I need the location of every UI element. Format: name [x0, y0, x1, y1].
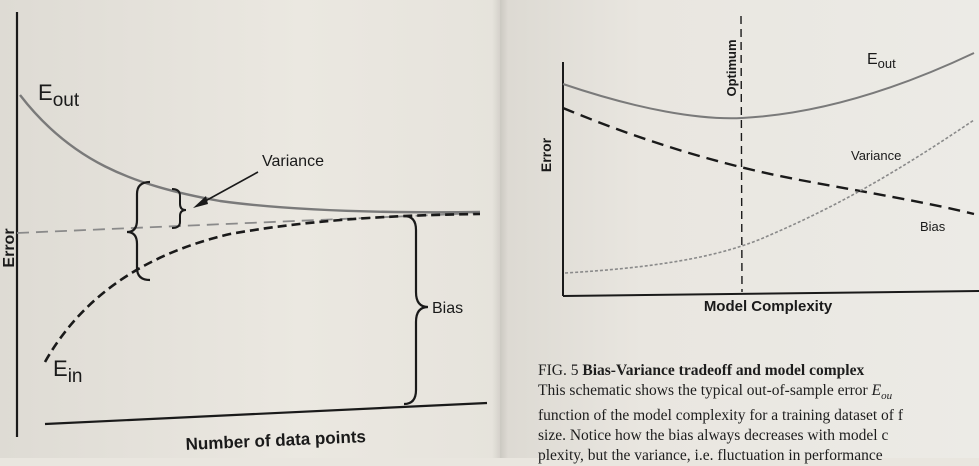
left-variance-arrowhead	[193, 196, 208, 208]
right-optimum-label: Optimum	[724, 39, 739, 96]
left-x-axis	[44, 401, 488, 426]
right-page	[500, 0, 979, 458]
left-y-axis-label: Error	[1, 228, 18, 267]
right-optimum-line	[740, 15, 743, 293]
caption-title: Bias-Variance tradeoff and model complex	[582, 362, 865, 379]
left-variance-label: Variance	[262, 153, 324, 170]
caption-line-4: size. Notice how the bias always decreas…	[538, 427, 889, 445]
right-variance-label: Variance	[851, 148, 901, 163]
caption-fig-label: FIG. 5	[538, 362, 579, 379]
caption-line-1: FIG. 5 Bias-Variance tradeoff and model …	[538, 361, 979, 381]
caption-line-3: function of the model complexity for a t…	[538, 407, 903, 425]
left-asymptote-line	[16, 212, 481, 234]
left-bias-label: Bias	[432, 300, 463, 317]
right-e-out-curve	[562, 52, 975, 120]
right-bias-curve	[562, 106, 975, 216]
left-small-variance-brace	[171, 188, 187, 229]
right-y-axis-label: Error	[538, 137, 554, 172]
right-e-out-label: Eout	[867, 51, 896, 71]
caption-line-2: This schematic shows the typical out-of-…	[538, 382, 893, 403]
left-variance-brace	[126, 180, 151, 282]
right-x-axis-label: Model Complexity	[704, 298, 833, 315]
left-e-out-label: Eout	[38, 80, 80, 111]
figure-caption: FIG. 5 Bias-Variance tradeoff and model …	[538, 361, 979, 466]
right-x-axis	[562, 290, 979, 297]
book-gutter	[492, 0, 508, 458]
right-bias-label: Bias	[920, 219, 946, 234]
left-bias-brace	[403, 214, 429, 406]
right-variance-curve	[564, 119, 975, 274]
left-variance-arrow	[197, 171, 259, 206]
left-e-out-curve	[19, 94, 481, 214]
caption-line-5: plexity, but the variance, i.e. fluctuat…	[538, 447, 883, 465]
left-e-in-label: Ein	[53, 356, 82, 387]
